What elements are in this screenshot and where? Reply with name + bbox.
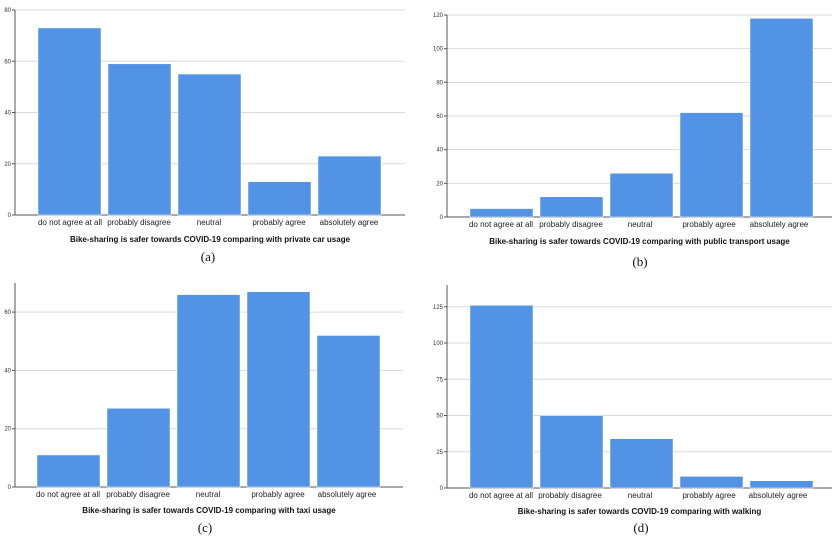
panel-caption: (b) <box>632 254 647 269</box>
category-label: probably agree <box>682 491 736 500</box>
y-tick-label: 0 <box>440 215 444 221</box>
bar-3 <box>176 294 241 488</box>
y-tick-label: 0 <box>8 213 12 219</box>
category-label: probably disagree <box>106 490 170 499</box>
category-label: do not agree at all <box>38 218 102 227</box>
y-tick-label: 125 <box>433 305 444 311</box>
y-tick-label: 100 <box>433 47 444 53</box>
y-tick-label: 40 <box>4 368 11 374</box>
y-tick-label: 25 <box>436 450 443 456</box>
bar-5 <box>749 480 814 489</box>
bar-1 <box>37 27 102 216</box>
bar-4 <box>247 181 312 216</box>
category-label: do not agree at all <box>469 491 533 500</box>
x-axis-title: Bike-sharing is safer towards COVID-19 c… <box>70 235 351 244</box>
y-tick-label: 80 <box>436 80 443 86</box>
y-tick-label: 0 <box>440 486 444 492</box>
category-label: absolutely agree <box>320 218 379 227</box>
y-tick-label: 60 <box>4 310 11 316</box>
bar-3 <box>609 172 674 218</box>
bar-2 <box>107 63 172 216</box>
category-label: neutral <box>628 220 653 229</box>
category-label: absolutely agree <box>750 220 809 229</box>
panel-caption: (a) <box>201 249 215 264</box>
bar-4 <box>679 476 744 489</box>
category-label: probably agree <box>251 490 305 499</box>
category-label: probably disagree <box>539 220 603 229</box>
bar-5 <box>316 335 381 488</box>
bar-4 <box>246 291 311 488</box>
y-tick-label: 80 <box>4 8 11 14</box>
y-tick-label: 40 <box>4 111 11 117</box>
bar-2 <box>539 415 604 489</box>
chart-panel-a: 0 20 40 60 80 do not agree at all probably dis… <box>4 8 405 264</box>
panel-caption: (d) <box>633 520 648 535</box>
category-label: neutral <box>628 491 653 500</box>
chart-panel-d: 0 25 50 75 100 125 do not agree at all probably… <box>433 285 832 535</box>
bar-1 <box>469 208 534 218</box>
y-tick-label: 100 <box>433 341 444 347</box>
bar-4 <box>679 112 744 218</box>
bar-5 <box>317 155 382 216</box>
category-label: absolutely agree <box>318 490 377 499</box>
bar-3 <box>177 73 242 216</box>
bar-2 <box>106 408 171 488</box>
panel-caption: (c) <box>198 520 212 535</box>
y-tick-label: 0 <box>8 485 12 491</box>
category-label: probably disagree <box>538 491 602 500</box>
category-label: do not agree at all <box>469 220 533 229</box>
y-tick-label: 50 <box>436 414 443 420</box>
category-label: absolutely agree <box>749 491 808 500</box>
category-label: do not agree at all <box>36 490 100 499</box>
bar-1 <box>469 305 534 489</box>
chart-panel-b: 0 20 40 60 80 100 120 do not agree at all probab… <box>433 13 832 269</box>
bar-3 <box>609 438 674 489</box>
category-label: probably agree <box>682 220 736 229</box>
x-axis-title: Bike-sharing is safer towards COVID-19 c… <box>82 506 336 515</box>
chart-panel-c: 0 20 40 60 do not agree at all probably disag… <box>4 283 403 535</box>
y-tick-label: 20 <box>436 181 443 187</box>
x-axis-title: Bike-sharing is safer towards COVID-19 c… <box>518 507 762 516</box>
x-axis-title: Bike-sharing is safer towards COVID-19 c… <box>489 237 790 246</box>
bar-1 <box>36 454 101 488</box>
y-tick-label: 20 <box>4 162 11 168</box>
category-label: neutral <box>197 218 222 227</box>
y-tick-label: 20 <box>4 427 11 433</box>
category-label: neutral <box>196 490 221 499</box>
y-tick-label: 120 <box>433 13 444 19</box>
bar-2 <box>539 196 604 218</box>
category-label: probably agree <box>252 218 306 227</box>
y-tick-label: 60 <box>436 114 443 120</box>
y-tick-label: 40 <box>436 148 443 154</box>
y-tick-label: 75 <box>436 377 443 383</box>
y-tick-label: 60 <box>4 59 11 65</box>
bar-5 <box>749 18 814 218</box>
category-label: probably disagree <box>107 218 171 227</box>
